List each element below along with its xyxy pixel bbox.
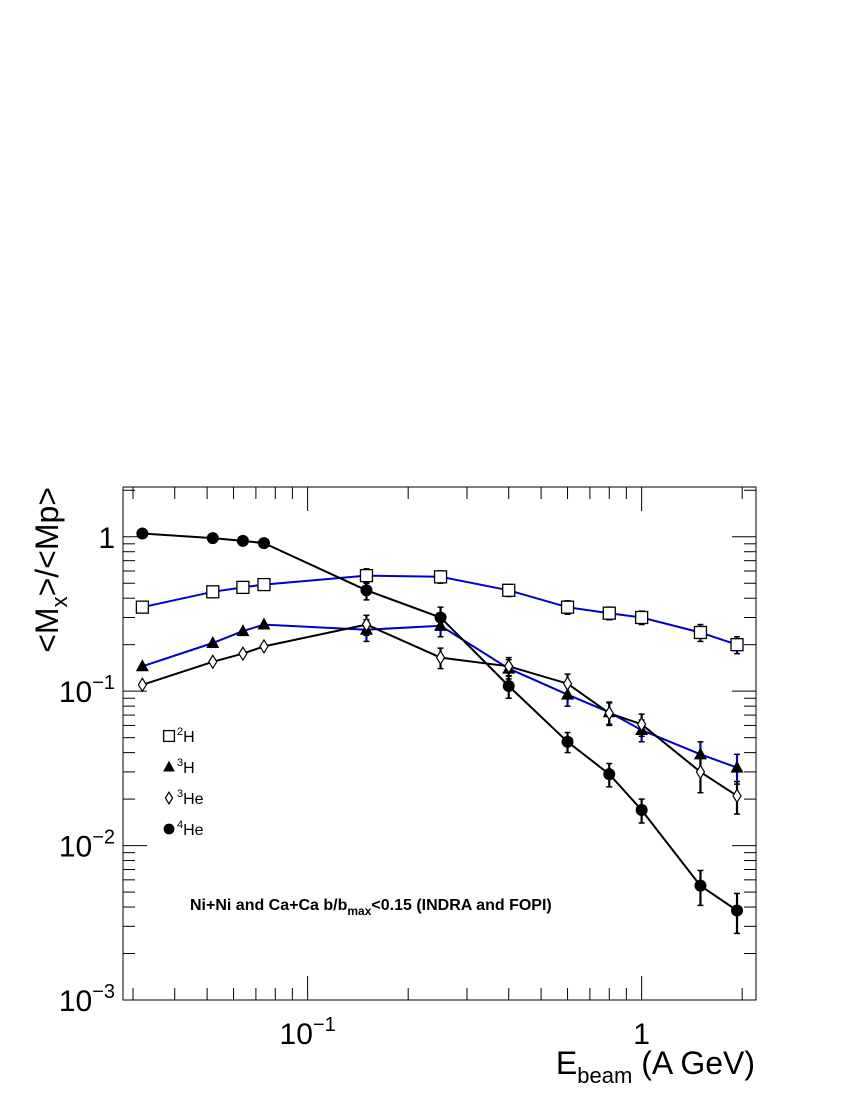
- point-2H: [257, 577, 271, 592]
- point-3He: [562, 675, 573, 692]
- y-tick-label: 10−2: [59, 827, 115, 864]
- x-tick-label: 10−1: [280, 1014, 336, 1051]
- point-3H: [434, 618, 448, 631]
- point-2H: [206, 585, 220, 599]
- point-2H: [634, 610, 649, 625]
- x-axis-title: Ebeam (A GeV): [556, 1045, 755, 1088]
- y-axis-title: <Mx>/<Mp>: [29, 487, 72, 653]
- point-2H: [433, 570, 448, 584]
- legend-label-2H: 2H: [177, 726, 195, 746]
- point-3H: [206, 636, 220, 649]
- point-2H: [359, 568, 374, 583]
- point-4He: [561, 735, 574, 748]
- point-3H: [257, 617, 271, 630]
- point-3H: [693, 747, 707, 760]
- legend-marker-4He: [163, 823, 175, 835]
- point-4He: [236, 534, 249, 547]
- point-3He: [695, 764, 706, 780]
- point-2H: [560, 600, 575, 614]
- point-4He: [206, 532, 219, 545]
- point-3H: [135, 659, 149, 672]
- point-3H: [236, 624, 250, 637]
- legend-label-4He: 4He: [177, 819, 204, 839]
- point-3He: [504, 658, 514, 674]
- point-2H: [730, 638, 744, 652]
- axis-ticks: [123, 487, 756, 1001]
- point-2H: [135, 600, 150, 614]
- point-4He: [635, 804, 648, 817]
- point-4He: [502, 680, 515, 693]
- legend: 2H 3H 3He 4He: [162, 726, 204, 839]
- point-3He: [435, 649, 446, 666]
- data-markers: [135, 527, 744, 917]
- plot-frame: [122, 486, 757, 1001]
- legend-label-3H: 3H: [177, 757, 195, 777]
- legend-marker-3He: [164, 791, 174, 805]
- series-line-3H: [142, 623, 738, 769]
- tick-labels: 10−1 1 10−3 10−2 10−1 1: [59, 522, 650, 1051]
- y-tick-label: 1: [98, 522, 115, 555]
- point-4He: [257, 537, 270, 550]
- point-3He: [732, 788, 742, 804]
- point-3He: [361, 616, 372, 633]
- y-tick-label: 10−3: [59, 981, 115, 1018]
- point-2H: [502, 583, 516, 597]
- point-2H: [693, 625, 708, 640]
- point-3He: [604, 705, 614, 721]
- legend-marker-2H: [162, 729, 176, 743]
- point-3H: [561, 687, 575, 700]
- point-2H: [236, 580, 250, 595]
- point-3He: [238, 645, 248, 662]
- point-4He: [434, 611, 447, 624]
- chart-annotation: Ni+Ni and Ca+Ca b/bmax<0.15 (INDRA and F…: [190, 897, 552, 918]
- point-4He: [603, 768, 616, 781]
- point-3H: [730, 760, 744, 773]
- point-3He: [259, 638, 269, 655]
- point-4He: [731, 904, 744, 917]
- legend-label-3He: 3He: [177, 788, 204, 808]
- point-3He: [208, 654, 218, 670]
- point-3He: [636, 716, 647, 732]
- series-line-3He: [142, 623, 738, 797]
- legend-marker-3H: [163, 760, 175, 772]
- point-4He: [360, 584, 373, 597]
- point-2H: [602, 606, 616, 620]
- point-4He: [694, 879, 707, 892]
- x-tick-label: 1: [633, 1018, 650, 1051]
- y-tick-label: 10−1: [59, 672, 115, 709]
- point-4He: [136, 527, 149, 540]
